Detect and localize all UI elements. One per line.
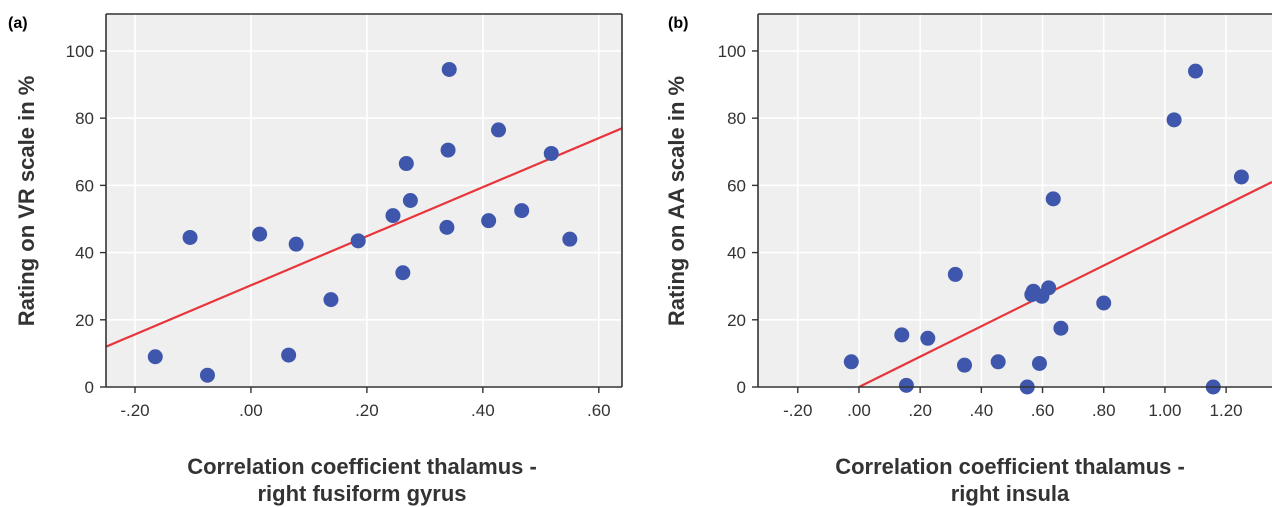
- y-tick-label-a-1: 20: [75, 311, 94, 330]
- y-axis-title-b: Rating on AA scale in %: [664, 76, 689, 326]
- data-point-a-11: [402, 193, 418, 208]
- y-tick-label-a-5: 100: [66, 42, 94, 61]
- data-point-a-14: [441, 61, 457, 77]
- x-tick-label-a-1: .00: [239, 401, 263, 420]
- plot-background-a: [106, 14, 622, 387]
- y-tick-label-b-5: 100: [718, 42, 746, 61]
- y-tick-label-b-0: 0: [737, 378, 746, 397]
- data-point-a-4: [281, 347, 297, 363]
- data-point-b-1: [894, 327, 910, 343]
- x-axis-title-b-line-2: right insula: [951, 481, 1070, 506]
- y-tick-label-b-1: 20: [727, 311, 746, 330]
- y-axis-title-a: Rating on VR scale in %: [14, 76, 39, 327]
- fit-line-b: [858, 181, 1272, 387]
- data-point-a-6: [323, 292, 339, 308]
- y-tick-label-a-0: 0: [85, 378, 94, 397]
- x-axis-title-a-line-2: right fusiform gyrus: [257, 481, 466, 506]
- data-point-a-9: [395, 265, 411, 281]
- chart-panel-b: (b) -.20 .00 .20 .40 .60 .80 1.00 1.20 0 20 40 60 80…: [664, 13, 1272, 506]
- y-tick-label-a-4: 80: [75, 109, 94, 128]
- data-point-a-15: [481, 213, 497, 229]
- x-axis-title-a-line-1: Correlation coefficient thalamus -: [187, 454, 537, 479]
- data-point-a-0: [147, 349, 163, 365]
- panel-label-b: (b): [668, 15, 688, 32]
- data-point-b-17: [1188, 63, 1204, 79]
- data-point-b-10: [1031, 355, 1047, 371]
- data-point-b-13: [1045, 191, 1061, 207]
- x-tick-label-b-3: .40: [970, 401, 994, 420]
- x-tick-label-a-4: .60: [587, 401, 611, 420]
- data-point-b-12: [1041, 280, 1057, 296]
- data-point-a-1: [182, 229, 198, 245]
- plot-background-b: [758, 14, 1272, 387]
- x-tick-label-b-6: 1.00: [1148, 401, 1181, 420]
- data-point-b-5: [957, 357, 973, 373]
- x-tick-label-b-2: .20: [908, 401, 932, 420]
- x-tick-label-a-3: .40: [471, 401, 495, 420]
- data-point-a-7: [350, 233, 366, 249]
- data-point-a-19: [562, 231, 578, 247]
- x-tick-label-b-4: .60: [1031, 401, 1055, 420]
- data-point-a-17: [514, 203, 530, 219]
- data-point-b-6: [990, 354, 1006, 370]
- x-tick-label-a-0: -.20: [120, 401, 149, 420]
- y-tick-label-a-2: 40: [75, 244, 94, 263]
- chart-panel-a: (a) -.20 .00 .20 .40 .60 0 20 40 60 80 100 Rating …: [8, 13, 623, 506]
- x-tick-label-a-2: .20: [355, 401, 379, 420]
- x-tick-label-b-7: 1.20: [1210, 401, 1243, 420]
- x-axis-title-b-line-1: Correlation coefficient thalamus -: [835, 454, 1185, 479]
- data-point-a-16: [491, 122, 507, 138]
- data-point-b-2: [898, 377, 914, 393]
- x-tick-label-b-0: -.20: [783, 401, 812, 420]
- x-tick-label-b-5: .80: [1092, 401, 1116, 420]
- y-tick-label-b-2: 40: [727, 244, 746, 263]
- data-point-b-0: [843, 354, 859, 370]
- data-point-b-16: [1166, 112, 1182, 128]
- data-point-a-13: [440, 142, 456, 158]
- data-point-b-3: [920, 330, 936, 346]
- data-point-b-14: [1053, 320, 1069, 336]
- y-tick-label-a-3: 60: [75, 176, 94, 195]
- y-tick-label-b-4: 80: [727, 109, 746, 128]
- data-point-a-3: [252, 226, 268, 242]
- data-point-a-18: [543, 145, 559, 161]
- data-point-b-19: [1233, 169, 1249, 185]
- data-point-b-4: [947, 266, 963, 282]
- data-point-a-12: [439, 219, 455, 235]
- data-point-a-10: [398, 156, 414, 172]
- y-tick-label-b-3: 60: [727, 176, 746, 195]
- x-tick-label-b-1: .00: [847, 401, 871, 420]
- data-point-a-8: [385, 208, 401, 224]
- data-point-a-2: [199, 367, 215, 383]
- panel-label-a: (a): [8, 15, 28, 32]
- data-point-b-15: [1096, 295, 1112, 311]
- data-point-a-5: [288, 236, 304, 252]
